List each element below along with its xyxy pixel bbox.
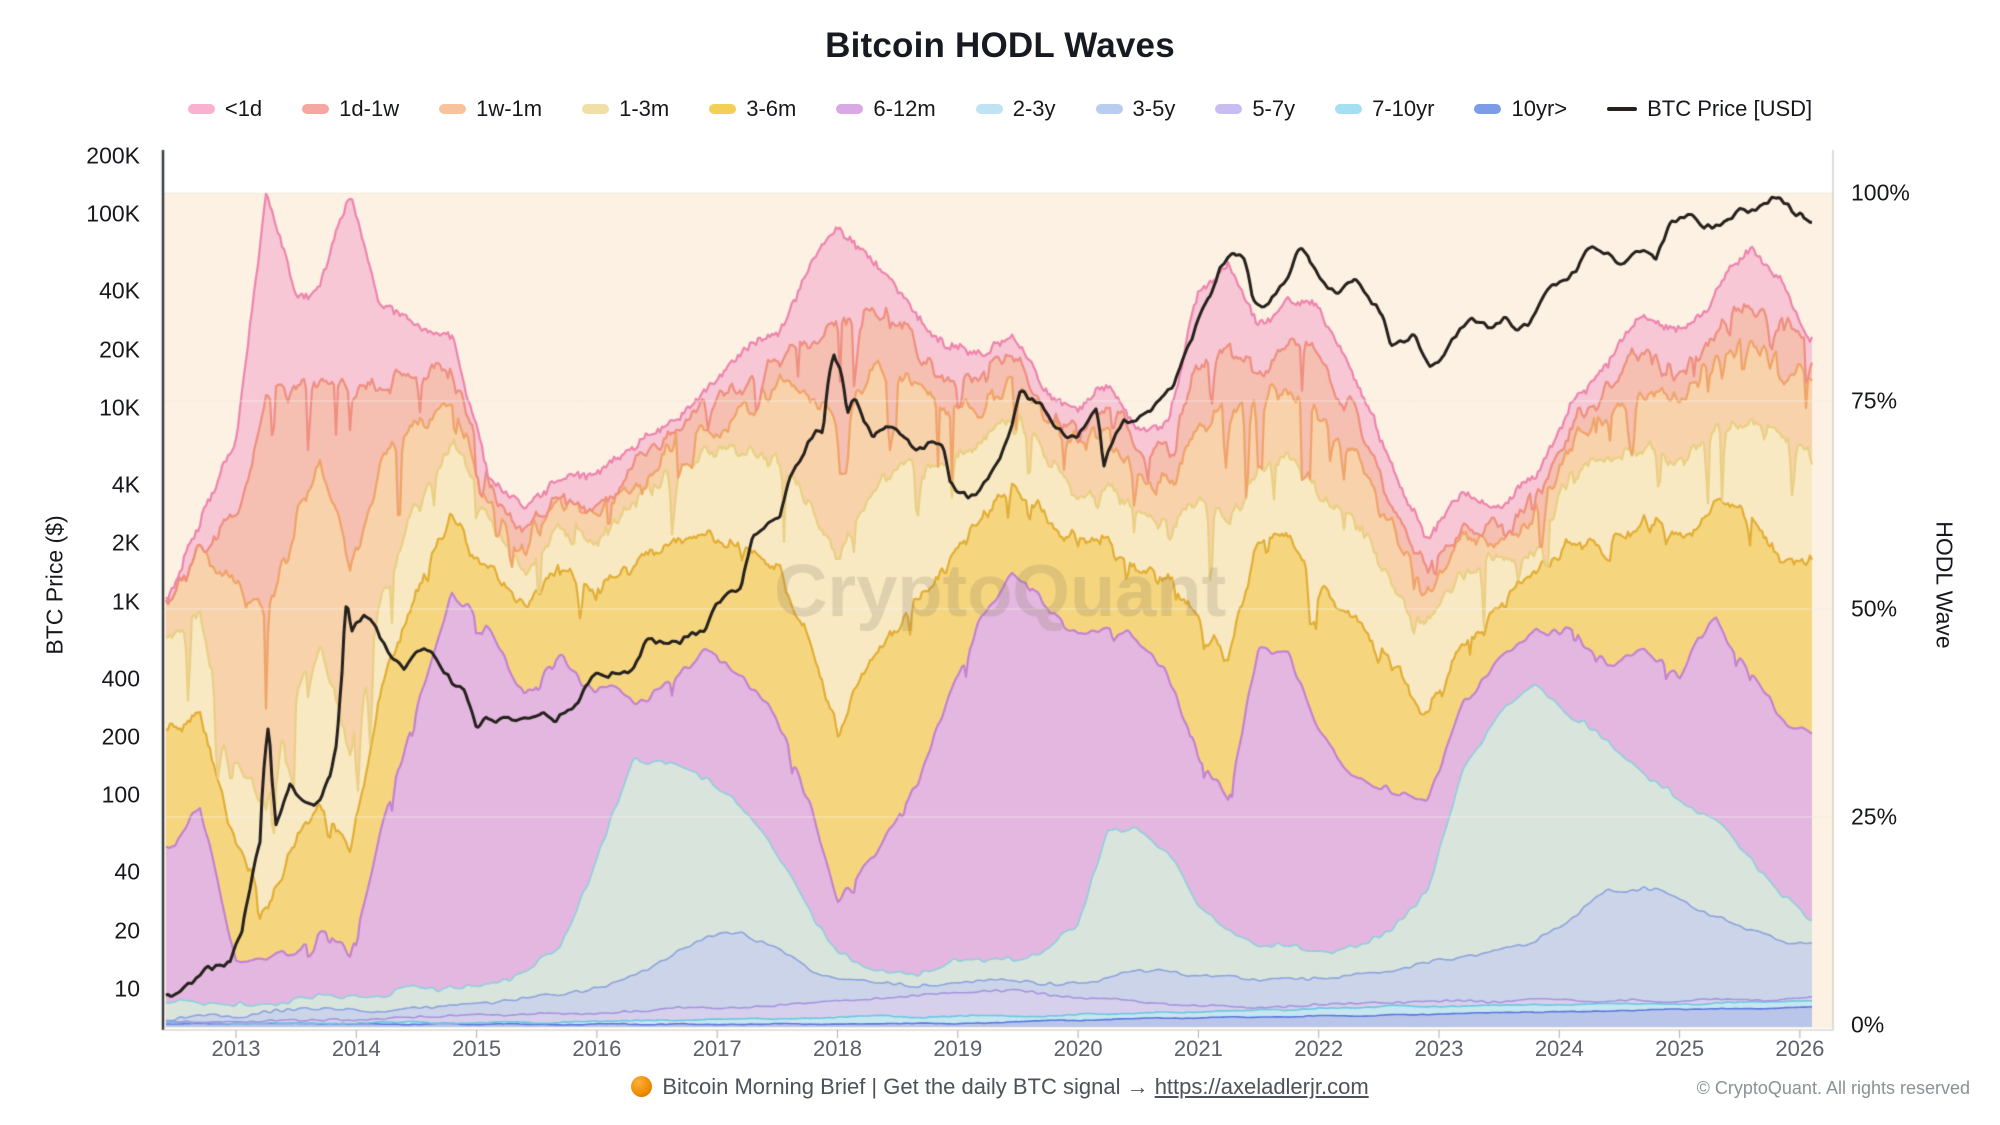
- x-axis-tick: 2019: [933, 1036, 983, 1061]
- legend-swatch-icon: [1215, 104, 1243, 114]
- x-axis-tick: 2025: [1655, 1036, 1705, 1061]
- left-axis-tick: 1K: [111, 588, 140, 615]
- x-axis-tick: 2018: [813, 1036, 862, 1061]
- left-axis-tick: 100K: [86, 200, 140, 227]
- legend-label: 10yr>: [1511, 96, 1568, 121]
- legend-swatch-icon: [302, 104, 330, 114]
- legend-item-1-3m[interactable]: 1-3m: [582, 96, 669, 122]
- legend: <1d 1d-1w 1w-1m 1-3m 3-6m 6-12m 2-3y 3-5y 5-7y 7-…: [0, 96, 2000, 122]
- x-axis-tick: 2013: [211, 1036, 261, 1061]
- left-axis-tick: 200: [101, 723, 140, 750]
- legend-swatch-icon: [439, 104, 467, 114]
- legend-item-5-7y[interactable]: 5-7y: [1215, 96, 1295, 122]
- footer-link[interactable]: https://axeladlerjr.com: [1154, 1074, 1369, 1099]
- left-axis-tick: 400: [101, 665, 140, 692]
- legend-item-3-5y[interactable]: 3-5y: [1095, 96, 1176, 122]
- legend-label: 1-3m: [619, 96, 670, 121]
- left-axis-tick: 10K: [99, 394, 140, 421]
- legend-swatch-icon: [187, 104, 215, 114]
- page-title: Bitcoin HODL Waves: [825, 26, 1175, 65]
- x-axis-tick: 2021: [1173, 1036, 1223, 1061]
- x-axis-tick: 2024: [1534, 1036, 1584, 1061]
- legend-label: <1d: [224, 96, 263, 121]
- left-axis-tick: 20: [114, 917, 140, 944]
- y-axis-title-right: HODL Wave: [1931, 521, 1958, 649]
- legend-swatch-icon: [836, 104, 864, 114]
- legend-swatch-icon: [975, 104, 1003, 114]
- y-axis-title-left: BTC Price ($): [41, 515, 68, 655]
- right-axis-tick: 0%: [1851, 1011, 1885, 1038]
- x-axis-tick: 2014: [331, 1036, 381, 1061]
- legend-label: 3-5y: [1132, 96, 1176, 121]
- legend-swatch-icon: [709, 104, 737, 114]
- legend-label: 7-10yr: [1372, 96, 1435, 121]
- left-axis-tick: 40: [114, 858, 140, 885]
- legend-label: 6-12m: [873, 96, 936, 121]
- legend-item-7-10yr[interactable]: 7-10yr: [1335, 96, 1434, 122]
- left-axis-tick: 10: [114, 975, 140, 1002]
- x-axis-tick: 2022: [1294, 1036, 1344, 1061]
- legend-line-icon: [1607, 107, 1638, 111]
- x-axis-tick: 2020: [1053, 1036, 1103, 1061]
- legend-swatch-icon: [1474, 104, 1502, 114]
- legend-item-btc-price-usd-[interactable]: BTC Price [USD]: [1607, 96, 1812, 122]
- left-axis-tick: 4K: [111, 471, 140, 498]
- right-axis-tick: 25%: [1851, 803, 1898, 830]
- legend-item-2-3y[interactable]: 2-3y: [975, 96, 1056, 122]
- x-axis-tick: 2026: [1775, 1036, 1825, 1061]
- footer: Bitcoin Morning Brief | Get the daily BT…: [0, 1074, 2000, 1100]
- legend-item--1d[interactable]: <1d: [187, 96, 263, 122]
- right-axis-tick: 75%: [1851, 387, 1898, 414]
- legend-item-1d-1w[interactable]: 1d-1w: [302, 96, 399, 122]
- legend-label: BTC Price [USD]: [1647, 96, 1813, 121]
- footer-text: Bitcoin Morning Brief | Get the daily BT…: [662, 1074, 1155, 1099]
- legend-label: 1d-1w: [339, 96, 400, 121]
- legend-label: 3-6m: [746, 96, 797, 121]
- left-axis-tick: 2K: [111, 529, 140, 556]
- right-axis-tick: 100%: [1851, 179, 1910, 206]
- legend-swatch-icon: [1095, 104, 1123, 114]
- copyright-note: © CryptoQuant. All rights reserved: [1696, 1078, 1970, 1098]
- legend-swatch-icon: [1335, 104, 1363, 114]
- legend-label: 2-3y: [1012, 96, 1056, 121]
- left-axis-tick: 200K: [86, 142, 140, 169]
- legend-label: 5-7y: [1252, 96, 1296, 121]
- orange-circle-icon: [631, 1076, 653, 1097]
- legend-swatch-icon: [582, 104, 610, 114]
- x-axis-tick: 2017: [692, 1036, 742, 1061]
- legend-item-1w-1m[interactable]: 1w-1m: [439, 96, 542, 122]
- left-axis-tick: 20K: [99, 336, 140, 363]
- left-axis-tick: 100: [101, 781, 140, 808]
- x-axis-tick: 2023: [1414, 1036, 1464, 1061]
- legend-item-6-12m[interactable]: 6-12m: [836, 96, 936, 122]
- right-axis-tick: 50%: [1851, 595, 1898, 622]
- legend-item-3-6m[interactable]: 3-6m: [709, 96, 796, 122]
- left-axis-tick: 40K: [99, 277, 140, 304]
- legend-label: 1w-1m: [476, 96, 543, 121]
- legend-item-10yr-[interactable]: 10yr>: [1474, 96, 1567, 122]
- x-axis-tick: 2015: [452, 1036, 502, 1061]
- x-axis-tick: 2016: [572, 1036, 622, 1061]
